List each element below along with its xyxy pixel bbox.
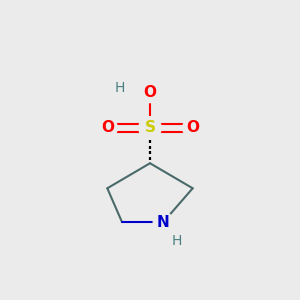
Text: S: S xyxy=(145,120,155,135)
Circle shape xyxy=(140,82,160,103)
Circle shape xyxy=(139,117,161,139)
Circle shape xyxy=(97,118,117,138)
Circle shape xyxy=(153,212,173,232)
Circle shape xyxy=(183,118,203,138)
Text: H: H xyxy=(115,81,125,95)
Text: N: N xyxy=(157,214,169,230)
Text: O: O xyxy=(101,120,114,135)
Text: O: O xyxy=(143,85,157,100)
Text: H: H xyxy=(171,234,182,248)
Text: O: O xyxy=(186,120,199,135)
